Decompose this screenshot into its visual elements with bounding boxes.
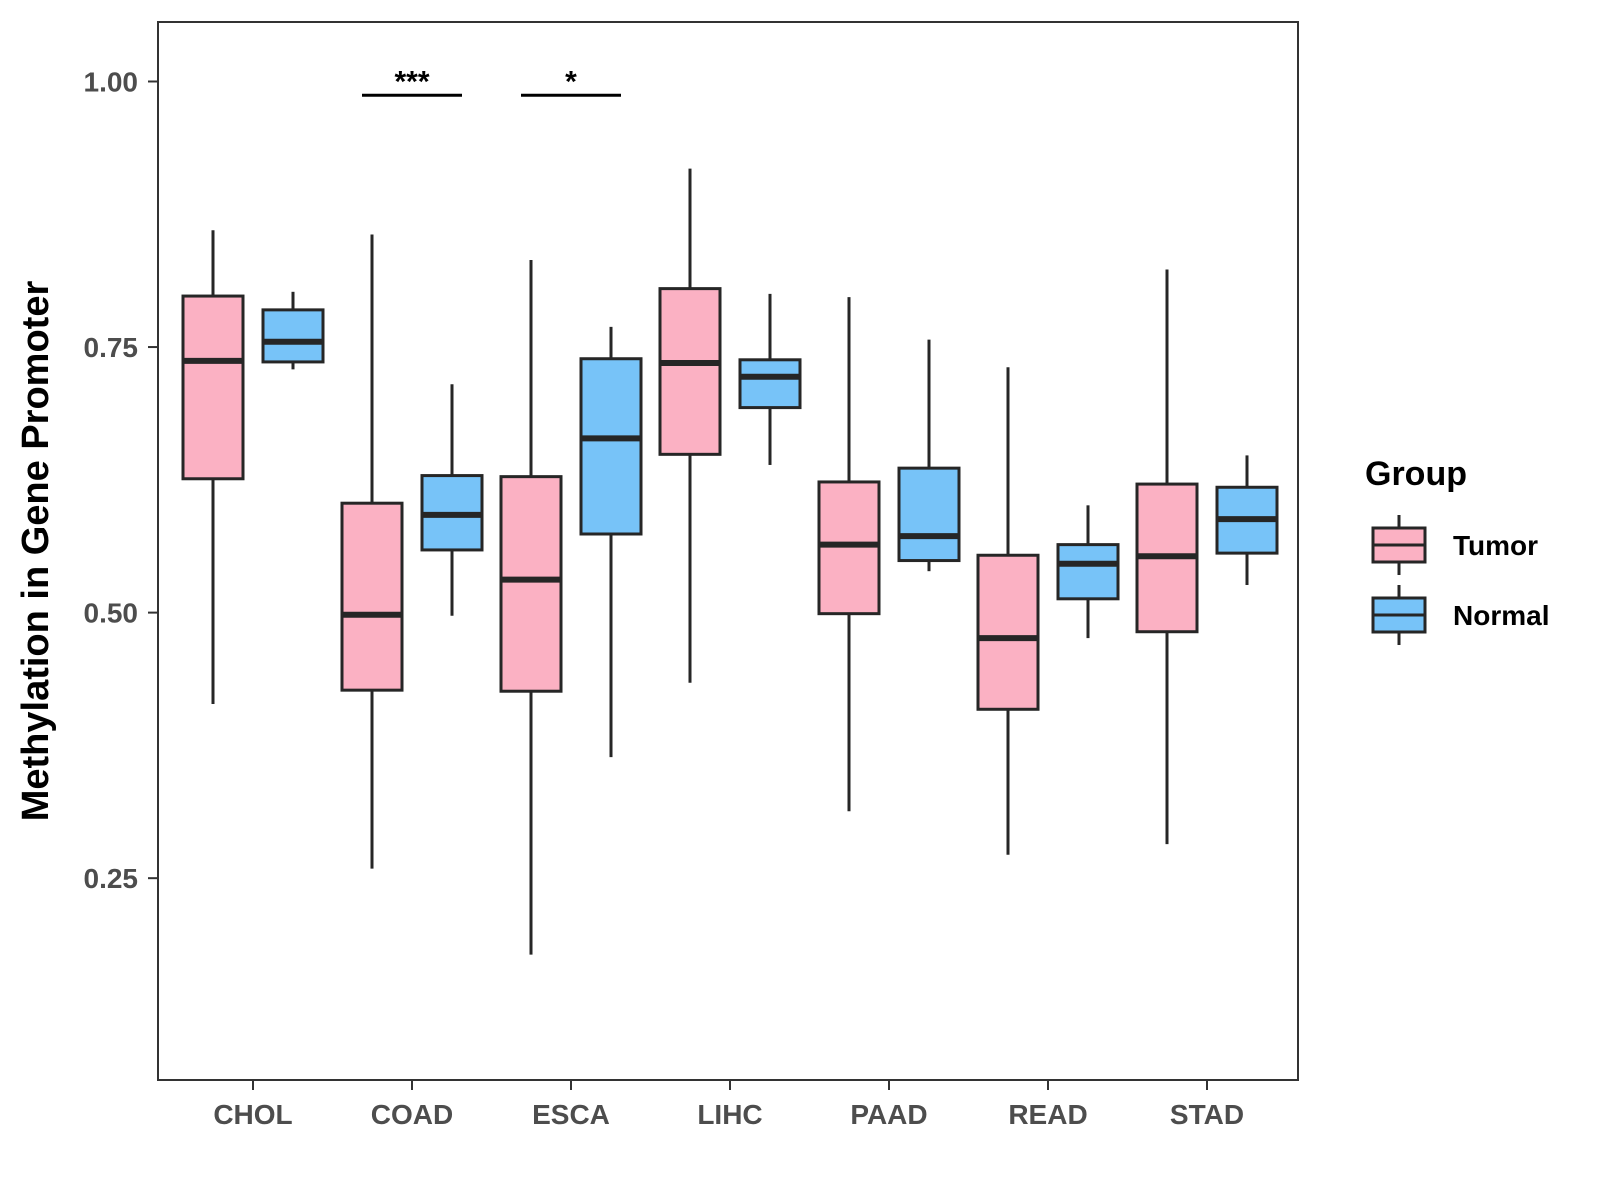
y-tick-label: 0.75 — [84, 332, 139, 363]
box-tumor-paad — [817, 297, 881, 812]
plot-panel — [157, 21, 1299, 1081]
box-series — [181, 168, 1279, 955]
box-body — [658, 287, 722, 456]
x-tick-label: READ — [1008, 1099, 1087, 1130]
y-tick-label: 1.00 — [84, 66, 139, 97]
x-tick-label: STAD — [1170, 1099, 1244, 1130]
box-tumor-stad — [1135, 269, 1199, 845]
significance-coad: *** — [362, 65, 462, 98]
box-body — [738, 358, 802, 410]
box-normal-paad — [897, 339, 961, 572]
box-tumor-chol — [181, 230, 245, 704]
x-tick-label: ESCA — [532, 1099, 610, 1130]
x-tick-label: CHOL — [213, 1099, 292, 1130]
box-body — [817, 480, 881, 616]
box-normal-coad — [420, 384, 484, 616]
legend-title: Group — [1365, 455, 1467, 493]
box-body — [499, 475, 563, 693]
significance-label: *** — [394, 65, 429, 98]
box-normal-esca — [579, 326, 643, 758]
box-normal-stad — [1215, 455, 1279, 585]
significance-annotations: *** * — [362, 65, 621, 98]
x-tick-label: LIHC — [697, 1099, 762, 1130]
box-normal-chol — [261, 291, 325, 370]
box-tumor-coad — [340, 234, 404, 869]
box-normal-lihc — [738, 293, 802, 465]
y-tick-label: 0.50 — [84, 598, 139, 629]
box-body — [976, 553, 1040, 711]
legend-entry-normal: Normal — [1371, 585, 1549, 645]
legend-label: Normal — [1453, 600, 1549, 631]
x-axis: CHOL COAD ESCA LIHC PAAD READ STAD — [213, 1080, 1244, 1130]
x-tick-label: COAD — [371, 1099, 453, 1130]
y-axis-title: Methylation in Gene Promoter — [15, 281, 57, 822]
significance-esca: * — [521, 65, 621, 98]
legend: Group Tumor Normal — [1365, 455, 1549, 645]
series-normal — [261, 291, 1279, 758]
box-tumor-read — [976, 367, 1040, 855]
legend-label: Tumor — [1453, 530, 1538, 561]
box-body — [340, 501, 404, 692]
significance-label: * — [565, 65, 577, 98]
box-tumor-lihc — [658, 168, 722, 683]
x-tick-label: PAAD — [850, 1099, 927, 1130]
box-body — [1056, 543, 1120, 601]
box-body — [897, 466, 961, 563]
box-tumor-esca — [499, 259, 563, 955]
y-axis: 0.25 0.50 0.75 1.00 — [84, 66, 158, 894]
series-tumor — [181, 168, 1199, 955]
box-body — [181, 294, 245, 481]
box-body — [261, 308, 325, 364]
y-tick-label: 0.25 — [84, 863, 139, 894]
legend-entry-tumor: Tumor — [1371, 515, 1538, 575]
box-body — [579, 357, 643, 536]
box-normal-read — [1056, 505, 1120, 639]
